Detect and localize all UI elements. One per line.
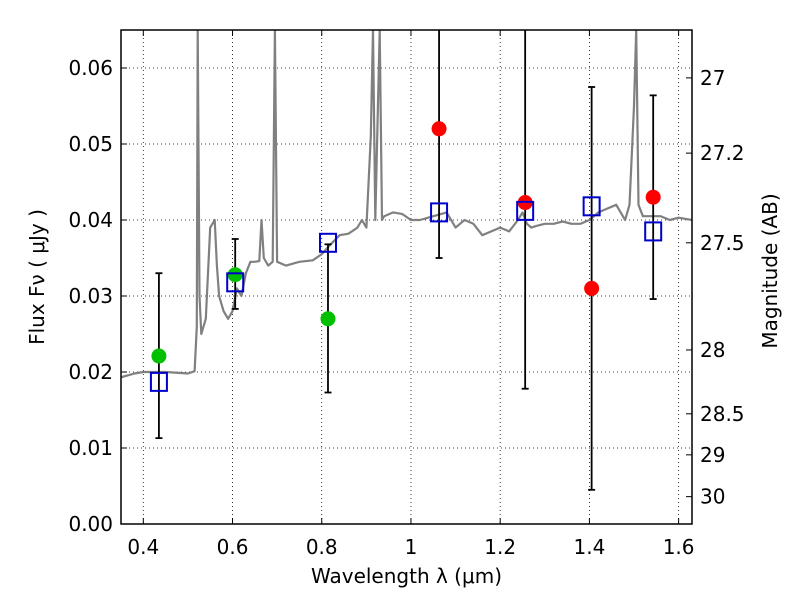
right-axis-title: Magnitude (AB): [758, 193, 782, 348]
model-square-point: [430, 202, 449, 223]
red-data-point: [431, 121, 447, 137]
axis-ticks: 0.4 0.6 0.8 1 1.2 1.4 1.6 0.00 0.01 0.02 0.03 0.04 0…: [68, 30, 745, 559]
magnitude-tick-label: 28: [700, 338, 725, 362]
y-tick-label: 0.04: [68, 208, 113, 232]
magnitude-tick-label: 27.2: [700, 141, 745, 165]
error-bars: [155, 30, 657, 491]
grid: [121, 30, 692, 525]
x-tick-label: 0.4: [127, 535, 159, 559]
model-square-point: [516, 200, 535, 221]
magnitude-tick-label: 27.5: [700, 231, 745, 255]
model-square-point: [149, 371, 168, 392]
green-data-point: [227, 267, 243, 283]
magnitude-tick-label: 28.5: [700, 402, 745, 426]
model-square-point: [582, 196, 601, 217]
x-tick-label: 1.6: [663, 535, 695, 559]
plot-frame: [120, 29, 693, 525]
green-data-point: [320, 311, 336, 327]
red-data-point: [584, 280, 600, 296]
spectrum-line: [121, 30, 692, 379]
magnitude-tick-label: 29: [700, 443, 725, 467]
model-square-point: [644, 221, 663, 242]
x-tick-label: 1.2: [484, 535, 516, 559]
y-tick-label: 0.03: [68, 284, 113, 308]
y-tick-label: 0.01: [68, 436, 113, 460]
data-markers: [149, 121, 663, 392]
x-tick-label: 0.6: [217, 535, 249, 559]
x-tick-label: 0.8: [306, 535, 338, 559]
spectrum-series: [121, 30, 692, 379]
y-axis-title: Flux Fν ( μJy ): [25, 209, 49, 345]
red-data-point: [645, 189, 661, 205]
magnitude-tick-label: 27: [700, 66, 725, 90]
x-tick-label: 1.4: [573, 535, 605, 559]
model-square-point: [226, 272, 245, 293]
y-tick-label: 0.02: [68, 360, 113, 384]
green-data-point: [151, 348, 167, 364]
magnitude-tick-label: 30: [700, 485, 725, 509]
model-square-point: [318, 232, 337, 253]
x-axis-title: Wavelength λ (μm): [311, 564, 502, 588]
x-tick-label: 1: [405, 535, 418, 559]
y-tick-label: 0.06: [68, 56, 113, 80]
y-tick-label: 0.00: [68, 512, 113, 536]
y-tick-label: 0.05: [68, 132, 113, 156]
